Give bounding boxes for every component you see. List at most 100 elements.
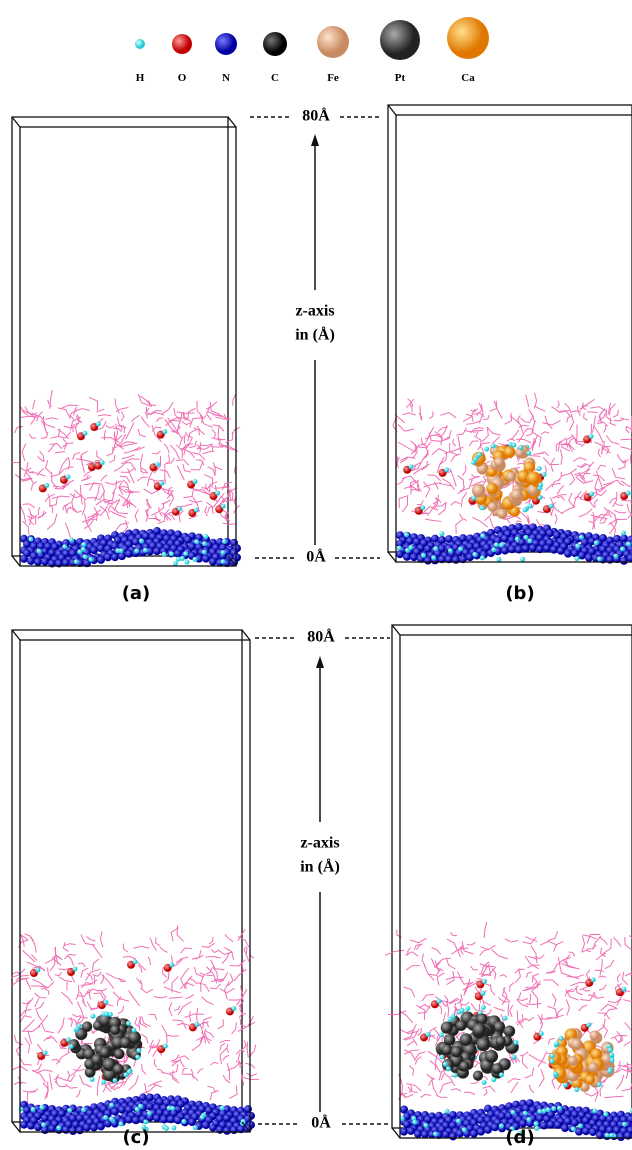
- cluster-atom: [485, 1050, 498, 1063]
- water-molecule: [227, 1063, 229, 1080]
- cluster-atom: [456, 1020, 467, 1031]
- hydrogen-atom: [534, 1126, 539, 1131]
- water-molecule: [217, 1019, 223, 1029]
- box-edge: [392, 1128, 400, 1138]
- cluster-atom: [91, 1054, 102, 1065]
- nitrogen-atom: [188, 1118, 196, 1126]
- cluster-atom: [568, 1056, 578, 1066]
- water-molecule: [55, 452, 65, 453]
- simulation-box: [11, 630, 259, 1135]
- water-molecule: [50, 1074, 53, 1090]
- nitrogen-atom: [76, 1126, 84, 1134]
- hydrogen-atom: [609, 1052, 614, 1057]
- water-molecule: [230, 960, 246, 966]
- water-molecule: [225, 981, 230, 999]
- water-molecule: [35, 998, 39, 1007]
- water-molecule: [208, 467, 215, 476]
- nitrogen-atom: [536, 545, 544, 553]
- water-molecule: [73, 1069, 84, 1071]
- water-molecule: [162, 512, 172, 520]
- water-molecule: [189, 978, 197, 984]
- water-molecule: [41, 1023, 53, 1032]
- hydrogen-atom: [163, 1044, 168, 1049]
- water-molecule: [505, 939, 518, 942]
- water-molecule: [246, 1073, 257, 1076]
- hydrogen-atom: [603, 1112, 608, 1117]
- nitrogen-atom: [41, 558, 49, 566]
- water-molecule: [63, 438, 67, 449]
- hydrogen-atom: [118, 1121, 123, 1126]
- hydrogen-atom: [579, 535, 584, 540]
- hydrogen-atom: [511, 443, 516, 448]
- nitrogen-atom: [529, 544, 537, 552]
- water-molecule: [407, 1041, 414, 1046]
- nitrogen-atom: [223, 1127, 231, 1135]
- water-molecule: [461, 492, 466, 507]
- water-molecule: [31, 481, 36, 490]
- box-edge: [12, 117, 20, 127]
- water-molecule: [615, 503, 623, 505]
- water-molecule: [579, 509, 592, 517]
- water-molecule: [80, 485, 82, 504]
- water-molecule: [409, 1066, 413, 1076]
- nitrogen-atom: [27, 557, 35, 565]
- water-molecule: [59, 977, 72, 982]
- water-molecule: [397, 477, 404, 485]
- water-molecule: [560, 450, 562, 465]
- water-molecule: [552, 494, 566, 498]
- water-molecule: [67, 507, 71, 514]
- water-molecule: [584, 1092, 598, 1096]
- nitrogen-atom: [34, 558, 42, 566]
- box-edge: [388, 105, 396, 115]
- cluster-atom: [110, 1025, 120, 1035]
- water-molecule: [160, 947, 168, 952]
- hydrogen-atom: [482, 979, 487, 984]
- water-molecule: [87, 498, 101, 501]
- cluster-atom: [476, 1037, 490, 1051]
- water-molecule: [481, 962, 489, 974]
- water-molecule: [610, 518, 618, 534]
- water-molecule: [580, 992, 595, 1000]
- nitrogen-atom: [41, 1126, 49, 1134]
- panel-label: (c): [122, 1127, 149, 1148]
- hydrogen-atom: [523, 1111, 528, 1116]
- hydrogen-atom: [193, 479, 198, 484]
- water-molecule: [480, 945, 495, 949]
- hydrogen-atom: [447, 1017, 452, 1022]
- hydrogen-atom: [127, 1069, 132, 1074]
- water-molecule: [545, 416, 552, 429]
- water-molecule: [55, 972, 62, 975]
- cluster-atom: [571, 1039, 582, 1050]
- water-molecule: [62, 443, 73, 448]
- nitrogen-atom: [111, 553, 119, 561]
- water-molecule: [70, 411, 77, 419]
- z-axis-bottom: 80Å z-axis in (Å) 0Å: [255, 628, 390, 1132]
- legend-sphere: [263, 32, 287, 56]
- water-molecule: [210, 444, 213, 450]
- water-molecule: [183, 488, 193, 498]
- water-molecule: [172, 976, 178, 992]
- water-molecule: [101, 975, 104, 984]
- hydrogen-atom: [472, 552, 477, 557]
- water-molecule: [201, 996, 213, 1004]
- cluster-atom: [472, 484, 486, 498]
- panel-label: (b): [505, 583, 534, 604]
- water-molecule: [541, 432, 549, 435]
- cluster-atom: [441, 1021, 453, 1033]
- hydrogen-atom: [221, 504, 226, 509]
- water-molecule: [565, 403, 571, 411]
- simulation-box: [12, 117, 241, 568]
- water-molecule: [174, 1006, 180, 1011]
- hydrogen-atom: [420, 505, 425, 510]
- hydrogen-atom: [608, 1047, 613, 1052]
- nitrogen-atom: [571, 549, 579, 557]
- water-molecule: [526, 1003, 541, 1004]
- water-molecule: [508, 1079, 521, 1083]
- water-molecule: [67, 1071, 69, 1080]
- water-molecule: [527, 972, 532, 978]
- nitrogen-atom: [620, 557, 628, 565]
- nitrogen-atom: [550, 546, 558, 554]
- hydrogen-atom: [578, 1123, 583, 1128]
- hydrogen-atom: [202, 541, 207, 546]
- hydrogen-atom: [90, 1014, 95, 1019]
